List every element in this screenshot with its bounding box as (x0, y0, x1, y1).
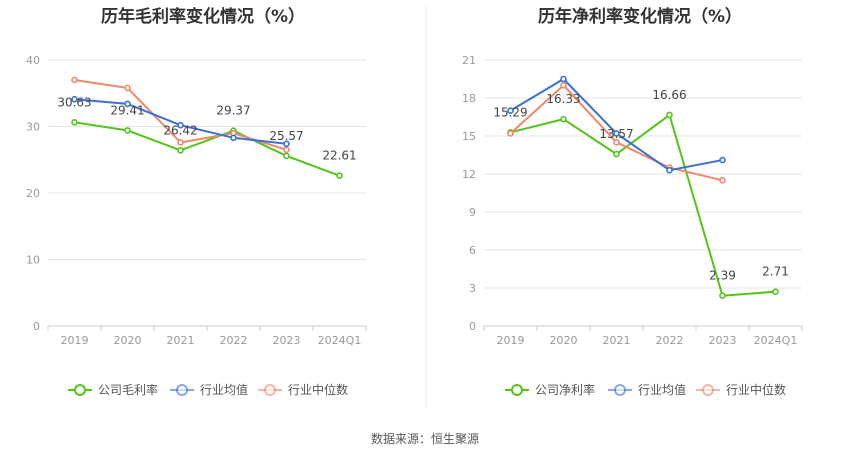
x-tick-label: 2024Q1 (318, 334, 362, 347)
legend-label: 行业均值 (638, 382, 686, 397)
data-point (666, 111, 673, 119)
data-point (177, 147, 184, 154)
y-tick-label: 10 (26, 254, 40, 267)
y-tick-label: 9 (469, 206, 476, 219)
data-label: 15.29 (493, 105, 527, 119)
series-line-0 (74, 121, 340, 177)
legend-label: 行业均值 (200, 382, 248, 397)
data-point (613, 150, 620, 158)
legend-swatch-marker (176, 384, 188, 396)
data-point (283, 152, 290, 160)
data-point (336, 172, 343, 179)
data-point (719, 292, 726, 300)
data-label: 29.37 (216, 104, 250, 118)
chart-title: 历年毛利率变化情况（%） (101, 6, 305, 27)
y-tick-label: 30 (26, 121, 40, 134)
data-label: 30.63 (57, 95, 91, 109)
data-point (71, 95, 78, 103)
net-margin-chart: 历年净利率变化情况（%） 0 3 6 9 12 15 18 21 2019 2020 2021 2022… (462, 6, 803, 397)
data-point (507, 107, 514, 114)
x-tick-label: 2023 (709, 334, 737, 347)
x-tick-label: 2020 (550, 334, 578, 347)
data-label: 29.41 (110, 103, 144, 117)
legend-label: 公司毛利率 (98, 382, 158, 397)
legend-label: 行业中位数 (726, 382, 786, 397)
data-point (772, 288, 779, 295)
data-point (283, 146, 290, 154)
data-point (560, 75, 567, 83)
y-tick-label: 40 (26, 54, 40, 67)
y-tick-label: 6 (469, 244, 476, 257)
series-line-0 (510, 113, 776, 297)
legend-label: 行业中位数 (288, 382, 348, 397)
data-point (560, 115, 567, 123)
data-point (177, 121, 184, 129)
data-label: 16.66 (652, 88, 686, 102)
data-point (71, 119, 78, 126)
legend-swatch-marker (264, 384, 276, 396)
legend-swatch-marker (74, 384, 86, 396)
x-tick-label: 2024Q1 (754, 334, 798, 347)
y-tick-label: 20 (26, 187, 40, 200)
y-tick-label: 18 (462, 92, 476, 105)
data-point (507, 130, 514, 137)
data-point (560, 82, 567, 89)
data-point (613, 130, 620, 137)
data-label: 22.61 (322, 149, 356, 163)
legend-swatch-marker (702, 384, 714, 396)
y-tick-label: 0 (469, 320, 476, 333)
data-point (124, 127, 131, 134)
data-point (124, 100, 131, 108)
data-label: 2.71 (762, 265, 789, 279)
y-tick-label: 15 (462, 130, 476, 143)
x-tick-label: 2023 (273, 334, 301, 347)
y-tick-label: 12 (462, 168, 476, 181)
data-point (283, 140, 290, 148)
gross-margin-chart: 历年毛利率变化情况（%） 0 10 20 30 40 2019 2020 2021 2022 202… (26, 6, 367, 397)
legend-label: 公司净利率 (535, 382, 595, 397)
x-tick-label: 2021 (167, 334, 195, 347)
x-tick-label: 2019 (61, 334, 89, 347)
data-point (613, 139, 620, 146)
y-tick-label: 3 (469, 282, 476, 295)
y-tick-label: 21 (462, 54, 476, 67)
data-label: 25.57 (269, 129, 303, 143)
data-point (230, 134, 237, 142)
x-tick-label: 2022 (656, 334, 684, 347)
data-label: 13.57 (599, 127, 633, 141)
x-tick-label: 2022 (220, 334, 248, 347)
data-label: 2.39 (709, 269, 736, 283)
data-point (124, 84, 131, 92)
x-tick-label: 2021 (603, 334, 631, 347)
x-tick-label: 2019 (497, 334, 525, 347)
y-tick-label: 0 (33, 320, 40, 333)
chart-title: 历年净利率变化情况（%） (538, 6, 742, 27)
data-point (719, 156, 726, 164)
data-source-note: 数据来源：恒生聚源 (371, 431, 479, 446)
data-point (71, 76, 78, 84)
data-point (666, 166, 673, 174)
data-point (177, 139, 184, 146)
legend-swatch-marker (614, 384, 626, 396)
data-point (719, 177, 726, 184)
data-label: 16.33 (546, 92, 580, 106)
legend-swatch-marker (511, 384, 523, 396)
data-label: 26.42 (163, 123, 197, 137)
x-tick-label: 2020 (114, 334, 142, 347)
